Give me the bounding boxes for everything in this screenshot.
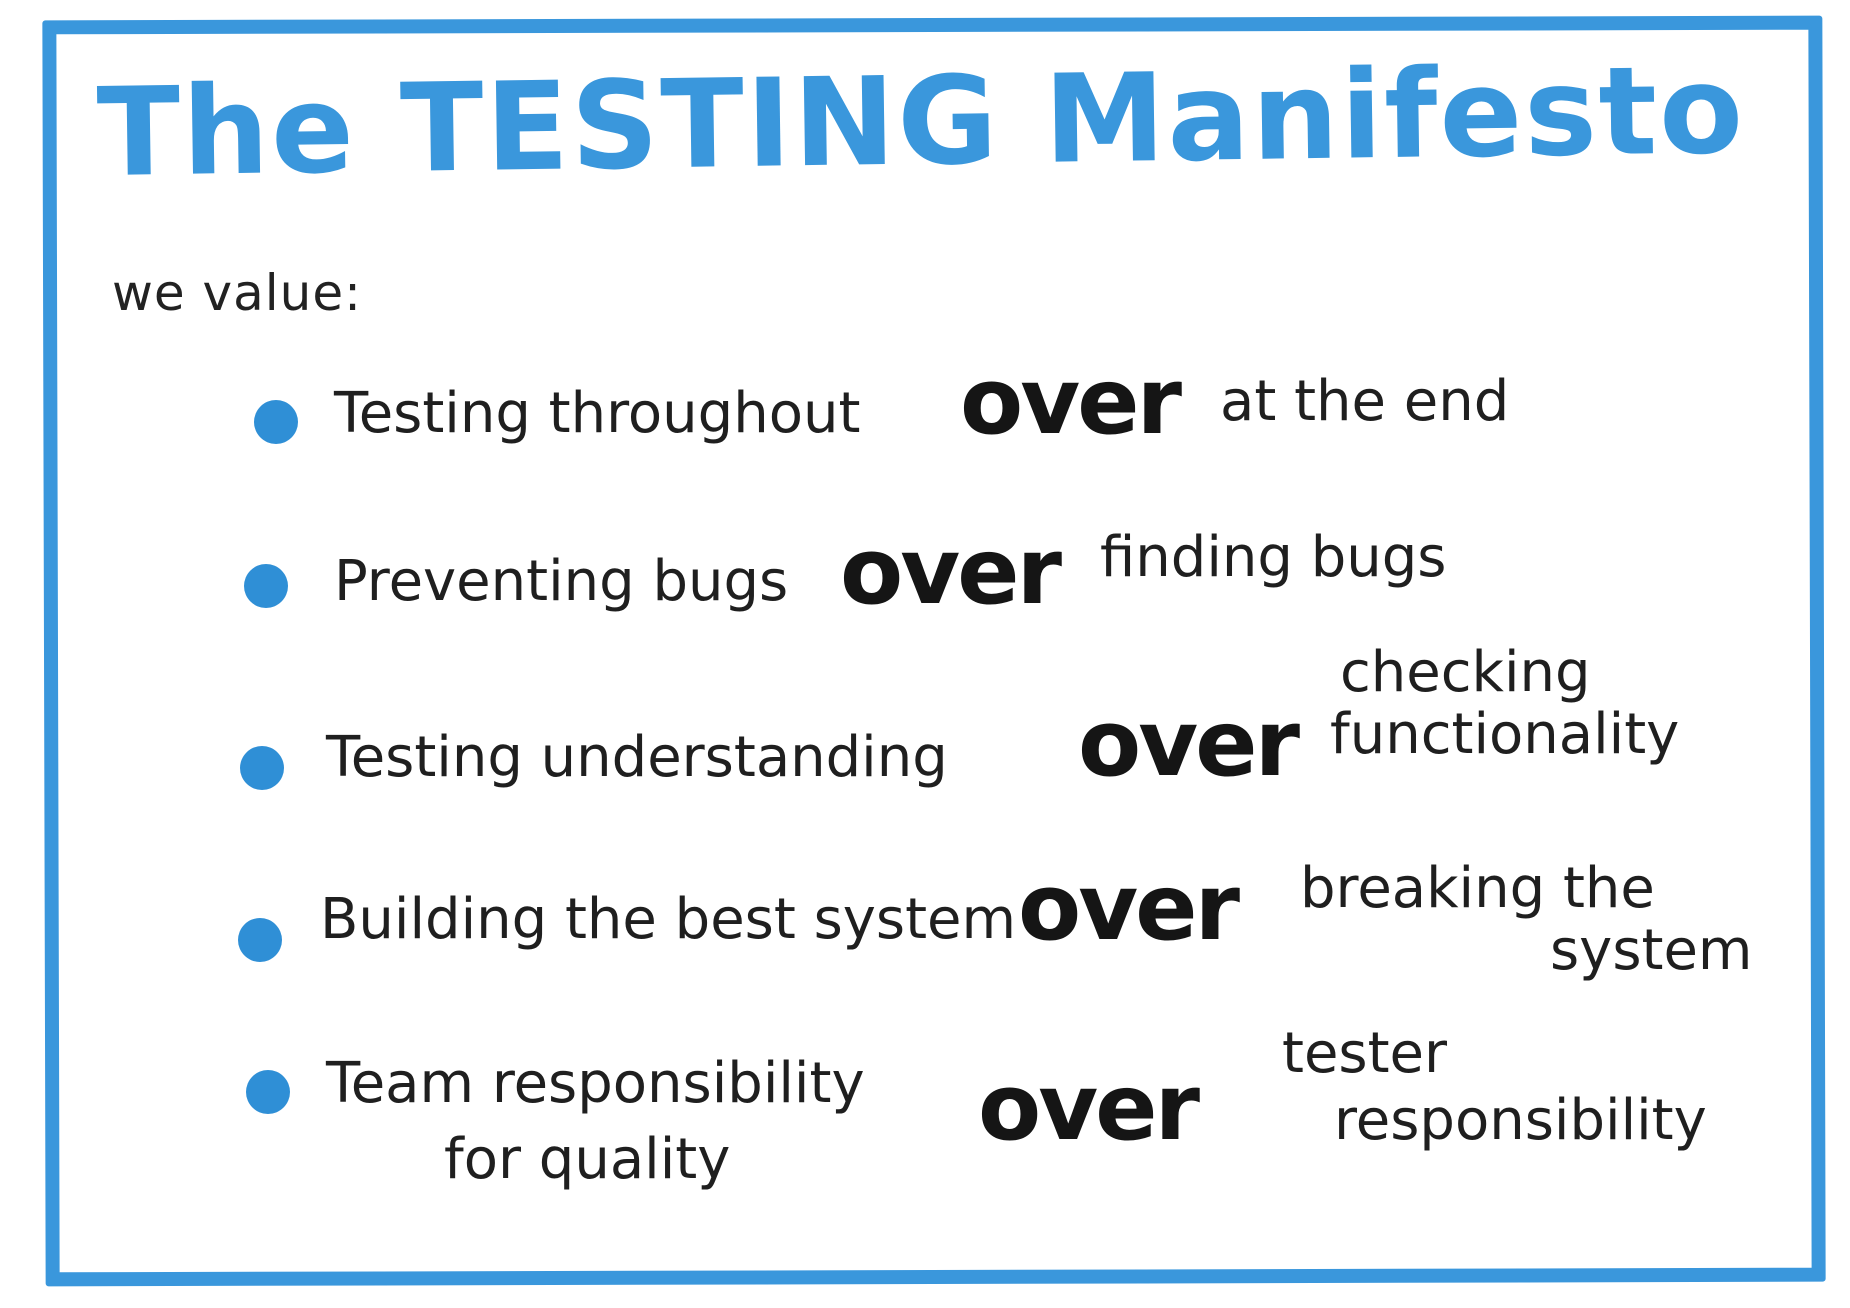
- bullet-dot-icon: [246, 1070, 290, 1114]
- value-right-text: at the end: [1220, 369, 1510, 434]
- value-right-text: finding bugs: [1100, 525, 1447, 590]
- value-row: Testing understanding over checking func…: [0, 642, 1850, 810]
- value-right-line: system: [1550, 917, 1753, 983]
- over-connector: over: [1078, 690, 1300, 797]
- value-left-line: Team responsibility: [326, 1051, 865, 1116]
- intro-label: we value:: [112, 264, 362, 322]
- value-row: Team responsibility for quality over tes…: [0, 1020, 1850, 1192]
- value-row: Testing throughout over at the end: [0, 330, 1850, 490]
- over-connector: over: [840, 518, 1062, 625]
- value-right-line: tester: [1282, 1021, 1448, 1086]
- value-left-text: Team responsibility for quality: [326, 1046, 865, 1197]
- over-connector: over: [960, 348, 1182, 455]
- bullet-dot-icon: [254, 400, 298, 444]
- value-right-text: tester responsibility: [1282, 1020, 1707, 1154]
- bullet-dot-icon: [240, 746, 284, 790]
- value-right-line: breaking the: [1300, 856, 1655, 921]
- value-right-line: checking: [1340, 640, 1591, 705]
- over-connector: over: [1018, 854, 1240, 961]
- value-left-text: Preventing bugs: [334, 549, 789, 614]
- value-left-text: Testing understanding: [326, 725, 948, 790]
- bullet-dot-icon: [244, 564, 288, 608]
- value-row: Preventing bugs over finding bugs: [0, 500, 1850, 660]
- value-left-line: for quality: [444, 1126, 731, 1192]
- value-row: Building the best system over breaking t…: [0, 830, 1850, 990]
- value-left-text: Building the best system: [320, 887, 1017, 952]
- value-right-line: responsibility: [1334, 1088, 1707, 1154]
- value-left-text: Testing throughout: [334, 381, 861, 446]
- value-right-text: checking functionality: [1330, 642, 1679, 765]
- value-right-line: functionality: [1330, 701, 1680, 767]
- over-connector: over: [978, 1054, 1200, 1161]
- page-title: The TESTING Manifesto: [96, 38, 1746, 204]
- bullet-dot-icon: [238, 918, 282, 962]
- value-right-text: breaking the system: [1300, 858, 1752, 981]
